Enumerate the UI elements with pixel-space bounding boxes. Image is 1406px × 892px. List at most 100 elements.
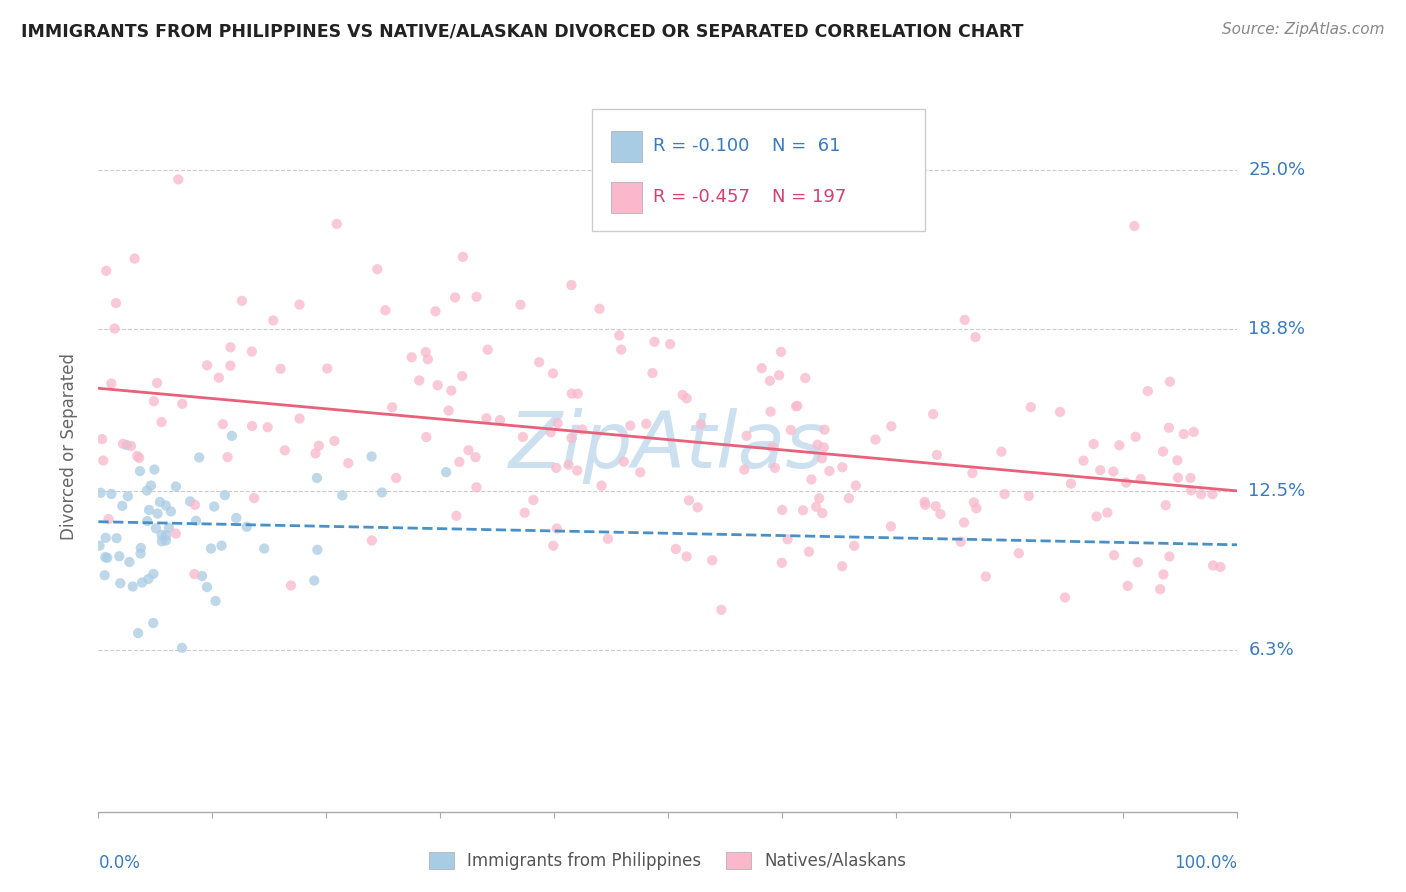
Point <box>628 465 651 479</box>
Point <box>512 430 534 444</box>
Point <box>381 400 404 414</box>
Point <box>371 485 394 500</box>
Point <box>401 350 423 364</box>
Point <box>184 498 207 512</box>
Point <box>179 494 201 508</box>
Point <box>759 374 782 388</box>
Point <box>1173 427 1195 442</box>
Point <box>1102 548 1125 562</box>
Point <box>1090 463 1112 477</box>
Point <box>541 367 564 381</box>
Point <box>360 450 382 464</box>
Point <box>845 478 868 492</box>
Point <box>1115 475 1137 490</box>
Point <box>100 487 122 501</box>
Point <box>776 533 799 547</box>
Point <box>96 550 118 565</box>
Point <box>415 430 437 444</box>
Point <box>1060 476 1083 491</box>
Point <box>619 418 641 433</box>
Text: N =  61: N = 61 <box>772 137 841 155</box>
Text: 25.0%: 25.0% <box>1249 161 1306 179</box>
Point <box>464 450 486 465</box>
Text: Source: ZipAtlas.com: Source: ZipAtlas.com <box>1222 22 1385 37</box>
Point <box>149 495 172 509</box>
Point <box>865 433 887 447</box>
Point <box>457 443 479 458</box>
Point <box>142 615 165 630</box>
Point <box>225 511 247 525</box>
Point <box>1136 384 1159 398</box>
Point <box>142 566 165 581</box>
Point <box>231 293 253 308</box>
Point <box>219 359 242 373</box>
Point <box>208 370 231 384</box>
Point <box>811 451 834 466</box>
Point <box>735 429 758 443</box>
Point <box>880 519 903 533</box>
Point <box>1152 444 1174 458</box>
Point <box>195 359 218 373</box>
Point <box>813 441 835 455</box>
Point <box>128 450 150 465</box>
Point <box>1202 558 1225 573</box>
Point <box>90 485 112 500</box>
Text: IMMIGRANTS FROM PHILIPPINES VS NATIVE/ALASKAN DIVORCED OR SEPARATED CORRELATION : IMMIGRANTS FROM PHILIPPINES VS NATIVE/AL… <box>21 22 1024 40</box>
Point <box>993 487 1015 501</box>
Point <box>150 528 173 542</box>
Point <box>596 532 619 546</box>
Point <box>1157 421 1180 435</box>
Point <box>97 512 120 526</box>
Point <box>733 462 755 476</box>
Point <box>477 343 499 357</box>
Point <box>172 397 194 411</box>
Point <box>963 495 986 509</box>
Point <box>546 522 568 536</box>
Point <box>659 337 682 351</box>
Point <box>94 550 117 565</box>
Point <box>953 516 976 530</box>
Point <box>610 343 633 357</box>
Point <box>167 172 190 186</box>
Point <box>929 507 952 521</box>
Point <box>588 301 610 316</box>
Point <box>243 491 266 505</box>
Point <box>155 499 177 513</box>
Point <box>786 399 808 413</box>
Point <box>94 531 117 545</box>
Point <box>759 405 782 419</box>
Point <box>138 503 160 517</box>
Point <box>288 411 311 425</box>
Point <box>561 386 583 401</box>
Point <box>1153 567 1175 582</box>
Point <box>1102 465 1125 479</box>
Point <box>540 425 562 440</box>
Point <box>567 386 589 401</box>
Point <box>560 431 582 445</box>
Text: 18.8%: 18.8% <box>1249 320 1305 338</box>
Point <box>770 556 793 570</box>
Point <box>607 328 630 343</box>
Text: ZipAtlas: ZipAtlas <box>509 408 827 484</box>
Point <box>813 423 835 437</box>
Point <box>305 471 328 485</box>
Text: R = -0.100: R = -0.100 <box>652 137 749 155</box>
Text: 100.0%: 100.0% <box>1174 855 1237 872</box>
Point <box>974 569 997 583</box>
Point <box>800 472 823 486</box>
Point <box>115 438 138 452</box>
Point <box>184 514 207 528</box>
Point <box>408 374 430 388</box>
Point <box>434 465 457 479</box>
Point <box>965 501 987 516</box>
Point <box>165 479 187 493</box>
Point <box>953 313 976 327</box>
Point <box>636 417 658 431</box>
Point <box>769 344 792 359</box>
Point <box>644 334 666 349</box>
Point <box>129 541 152 555</box>
Point <box>560 278 582 293</box>
Point <box>256 420 278 434</box>
Point <box>1097 506 1119 520</box>
Point <box>914 498 936 512</box>
